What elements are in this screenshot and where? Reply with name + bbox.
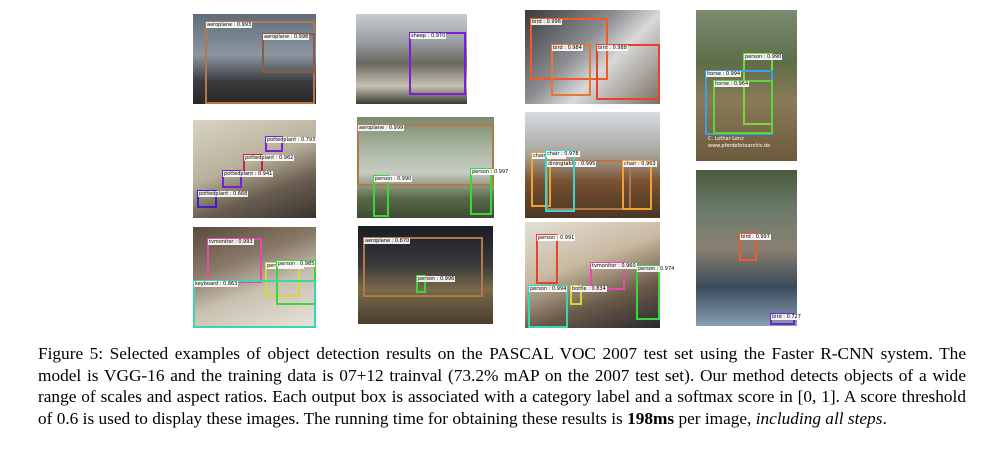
photo (193, 14, 316, 104)
detection-label: keyboard : 0.863 (194, 281, 239, 287)
figure-caption: Figure 5: Selected examples of object de… (38, 343, 966, 429)
detection-box (713, 80, 773, 134)
detection-label: pottedplant : 0.962 (244, 155, 295, 161)
detection-box (409, 32, 466, 95)
caption-text: Figure 5: Selected examples of object de… (38, 344, 966, 428)
detection-box (536, 234, 558, 284)
detection-label: pottedplant : 0.793 (266, 137, 317, 143)
caption-italic: including all steps (755, 408, 883, 428)
detection-label: person : 0.985 (277, 261, 316, 267)
detection-label: person : 0.997 (471, 169, 510, 175)
photo (525, 10, 660, 104)
detection-label: tvmonitor : 0.993 (208, 239, 254, 245)
detection-label: person : 0.994 (529, 286, 568, 292)
detection-label: bottle : 0.834 (571, 286, 607, 292)
detection-box (193, 280, 316, 328)
detection-label: person : 0.990 (744, 54, 783, 60)
detection-label: aeroplane : 0.998 (263, 34, 310, 40)
detection-box (470, 168, 492, 215)
photo (696, 170, 797, 326)
detection-label: person : 0.991 (537, 235, 576, 241)
detection-box (551, 44, 591, 96)
caption-bold: 198ms (627, 408, 675, 428)
detection-box (363, 237, 483, 297)
detection-label: aeroplane : 0.870 (364, 238, 411, 244)
detection-label: pottedplant : 0.668 (198, 191, 249, 197)
detection-box (545, 150, 575, 212)
detection-box (636, 265, 660, 320)
detection-label: person : 0.990 (374, 176, 413, 182)
photo-watermark: C. Lothar Lenz (708, 136, 744, 142)
detection-label: aeroplane : 0.999 (358, 125, 405, 131)
detection-label: pottedplant : 0.941 (223, 171, 274, 177)
caption-text: . (882, 408, 887, 428)
photo (193, 120, 316, 218)
detection-label: horse : 0.964 (714, 81, 750, 87)
detection-label: chair : 0.963 (623, 161, 657, 167)
detection-label: bird : 0.984 (552, 45, 583, 51)
detection-label: chair : 0.978 (546, 151, 580, 157)
detection-label: person : 0.974 (637, 266, 676, 272)
detection-box (622, 160, 652, 210)
detection-box (357, 124, 494, 186)
detection-label: bird : 0.998 (531, 19, 562, 25)
detection-label: aeroplane : 0.993 (206, 22, 253, 28)
detection-label: sheep : 0.970 (410, 33, 447, 39)
detection-label: diningtable : 0.995 (547, 161, 597, 167)
detection-label: bird : 0.988 (597, 45, 628, 51)
detection-label: bird : 0.727 (771, 314, 802, 320)
photo-watermark: www.pferdefotoarchiv.de (708, 143, 771, 149)
photo (356, 14, 467, 104)
detection-label: person : 0.996 (417, 276, 456, 282)
detection-box (596, 44, 660, 100)
detection-label: bird : 0.997 (740, 234, 771, 240)
detection-label: tvmonitor : 0.960 (591, 263, 637, 269)
detection-label: horse : 0.994 (706, 71, 742, 77)
caption-text: per image, (674, 408, 756, 428)
